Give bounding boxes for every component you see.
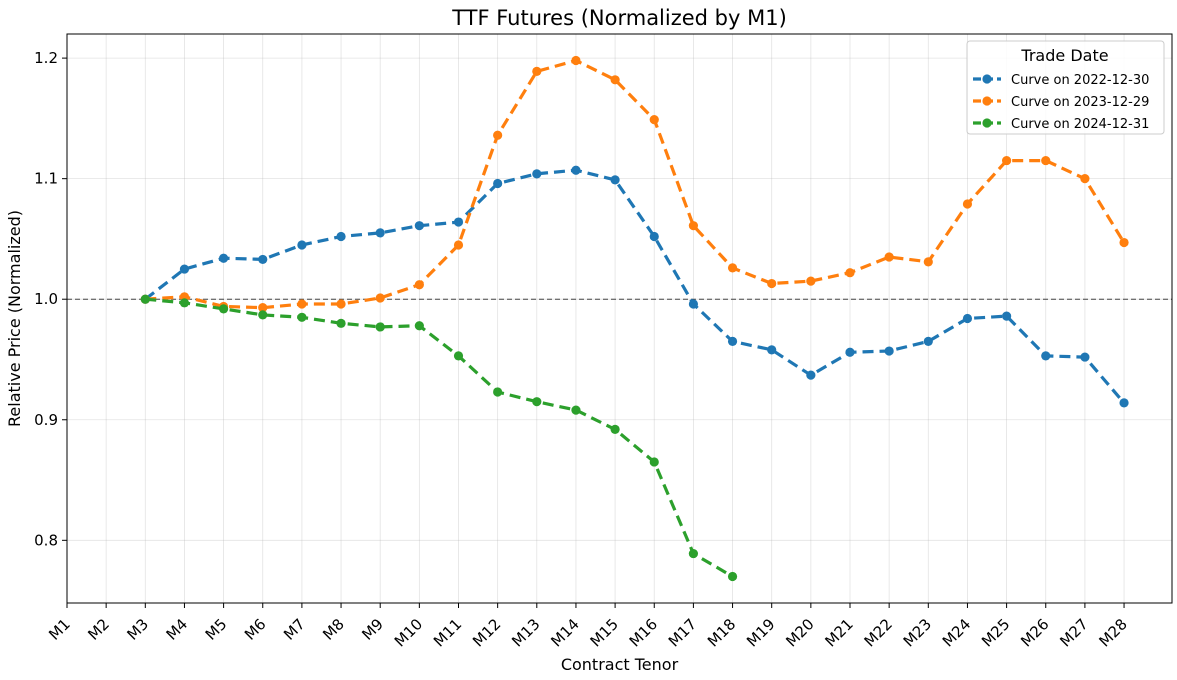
data-point xyxy=(258,310,268,320)
legend-marker xyxy=(982,118,992,128)
series-3 xyxy=(140,294,738,582)
data-point xyxy=(845,268,855,278)
legend-label: Curve on 2024-12-31 xyxy=(1011,117,1149,132)
data-point xyxy=(414,221,424,231)
data-point xyxy=(1119,398,1129,408)
data-point xyxy=(219,304,229,314)
data-point xyxy=(297,299,307,309)
plot-area-frame xyxy=(66,33,1173,604)
y-tick-label: 1.0 xyxy=(34,290,58,308)
data-point xyxy=(845,347,855,357)
data-point xyxy=(414,280,424,290)
legend-box xyxy=(966,40,1165,135)
data-point xyxy=(962,199,973,209)
data-point xyxy=(884,252,894,262)
data-point xyxy=(1119,237,1129,248)
legend-title: Trade Date xyxy=(1020,46,1108,65)
data-point xyxy=(962,313,973,324)
data-point xyxy=(297,312,307,322)
series-group xyxy=(140,55,1129,582)
data-point xyxy=(923,257,933,267)
data-point xyxy=(727,571,738,582)
data-point xyxy=(1041,155,1051,166)
legend-item: Curve on 2024-12-31 xyxy=(973,117,1149,132)
data-point xyxy=(493,130,503,140)
data-point xyxy=(453,351,464,361)
data-point xyxy=(884,346,894,356)
data-point xyxy=(414,321,424,331)
data-point xyxy=(179,264,190,274)
y-axis-label: Relative Price (Normalized) xyxy=(5,210,24,427)
series-line xyxy=(144,168,1126,404)
data-point xyxy=(727,263,738,273)
data-point xyxy=(688,299,699,309)
data-point xyxy=(1002,311,1012,321)
data-point xyxy=(336,231,346,242)
data-point xyxy=(532,397,542,407)
data-point xyxy=(649,231,659,242)
data-point xyxy=(649,457,659,467)
data-point xyxy=(923,336,933,347)
data-point xyxy=(493,387,503,397)
legend-label: Curve on 2022-12-30 xyxy=(1011,73,1149,88)
data-point xyxy=(1041,351,1051,361)
series-line xyxy=(145,58,1126,310)
data-point xyxy=(1080,174,1090,184)
data-point xyxy=(140,294,150,304)
data-point xyxy=(806,370,816,380)
series-line xyxy=(145,297,734,578)
legend-items: Curve on 2022-12-30 Curve on 2023-12-29 Cu… xyxy=(973,73,1149,132)
data-point xyxy=(806,276,816,286)
grid xyxy=(66,34,1172,603)
data-point xyxy=(297,240,307,250)
data-point xyxy=(336,299,346,309)
data-point xyxy=(453,240,464,250)
data-point xyxy=(649,114,659,125)
x-axis-label: Contract Tenor xyxy=(561,655,679,674)
data-point xyxy=(258,254,268,265)
data-point xyxy=(610,424,620,435)
y-axis: 0.8 0.9 1.0 1.1 1.2 xyxy=(34,49,67,549)
data-point xyxy=(610,175,620,185)
data-point xyxy=(571,165,581,175)
data-point xyxy=(453,217,464,227)
data-point xyxy=(1080,352,1090,362)
data-point xyxy=(688,221,699,231)
data-point xyxy=(610,75,620,85)
data-point xyxy=(767,278,777,289)
data-point xyxy=(571,405,581,415)
data-point xyxy=(375,322,385,332)
legend-marker xyxy=(982,74,992,84)
legend-item: Curve on 2023-12-29 xyxy=(973,95,1149,110)
data-point xyxy=(219,253,229,263)
data-point xyxy=(532,66,542,76)
data-point xyxy=(336,318,346,328)
data-point xyxy=(688,548,699,559)
data-point xyxy=(258,303,268,313)
y-tick-label: 1.1 xyxy=(34,170,58,188)
legend-item: Curve on 2022-12-30 xyxy=(973,73,1149,88)
data-point xyxy=(767,345,777,355)
data-point xyxy=(179,298,190,308)
y-tick-label: 0.8 xyxy=(34,531,58,549)
data-point xyxy=(532,169,542,179)
series-2 xyxy=(140,55,1129,313)
data-point xyxy=(493,178,503,189)
y-tick-label: 0.9 xyxy=(34,411,58,429)
data-point xyxy=(571,55,581,66)
chart-title: TTF Futures (Normalized by M1) xyxy=(451,6,787,30)
data-point xyxy=(727,336,738,347)
data-point xyxy=(375,228,385,238)
legend-marker xyxy=(982,96,992,106)
y-tick-label: 1.2 xyxy=(34,49,58,67)
legend-label: Curve on 2023-12-29 xyxy=(1011,95,1149,110)
data-point xyxy=(375,293,385,303)
data-point xyxy=(1002,155,1012,166)
